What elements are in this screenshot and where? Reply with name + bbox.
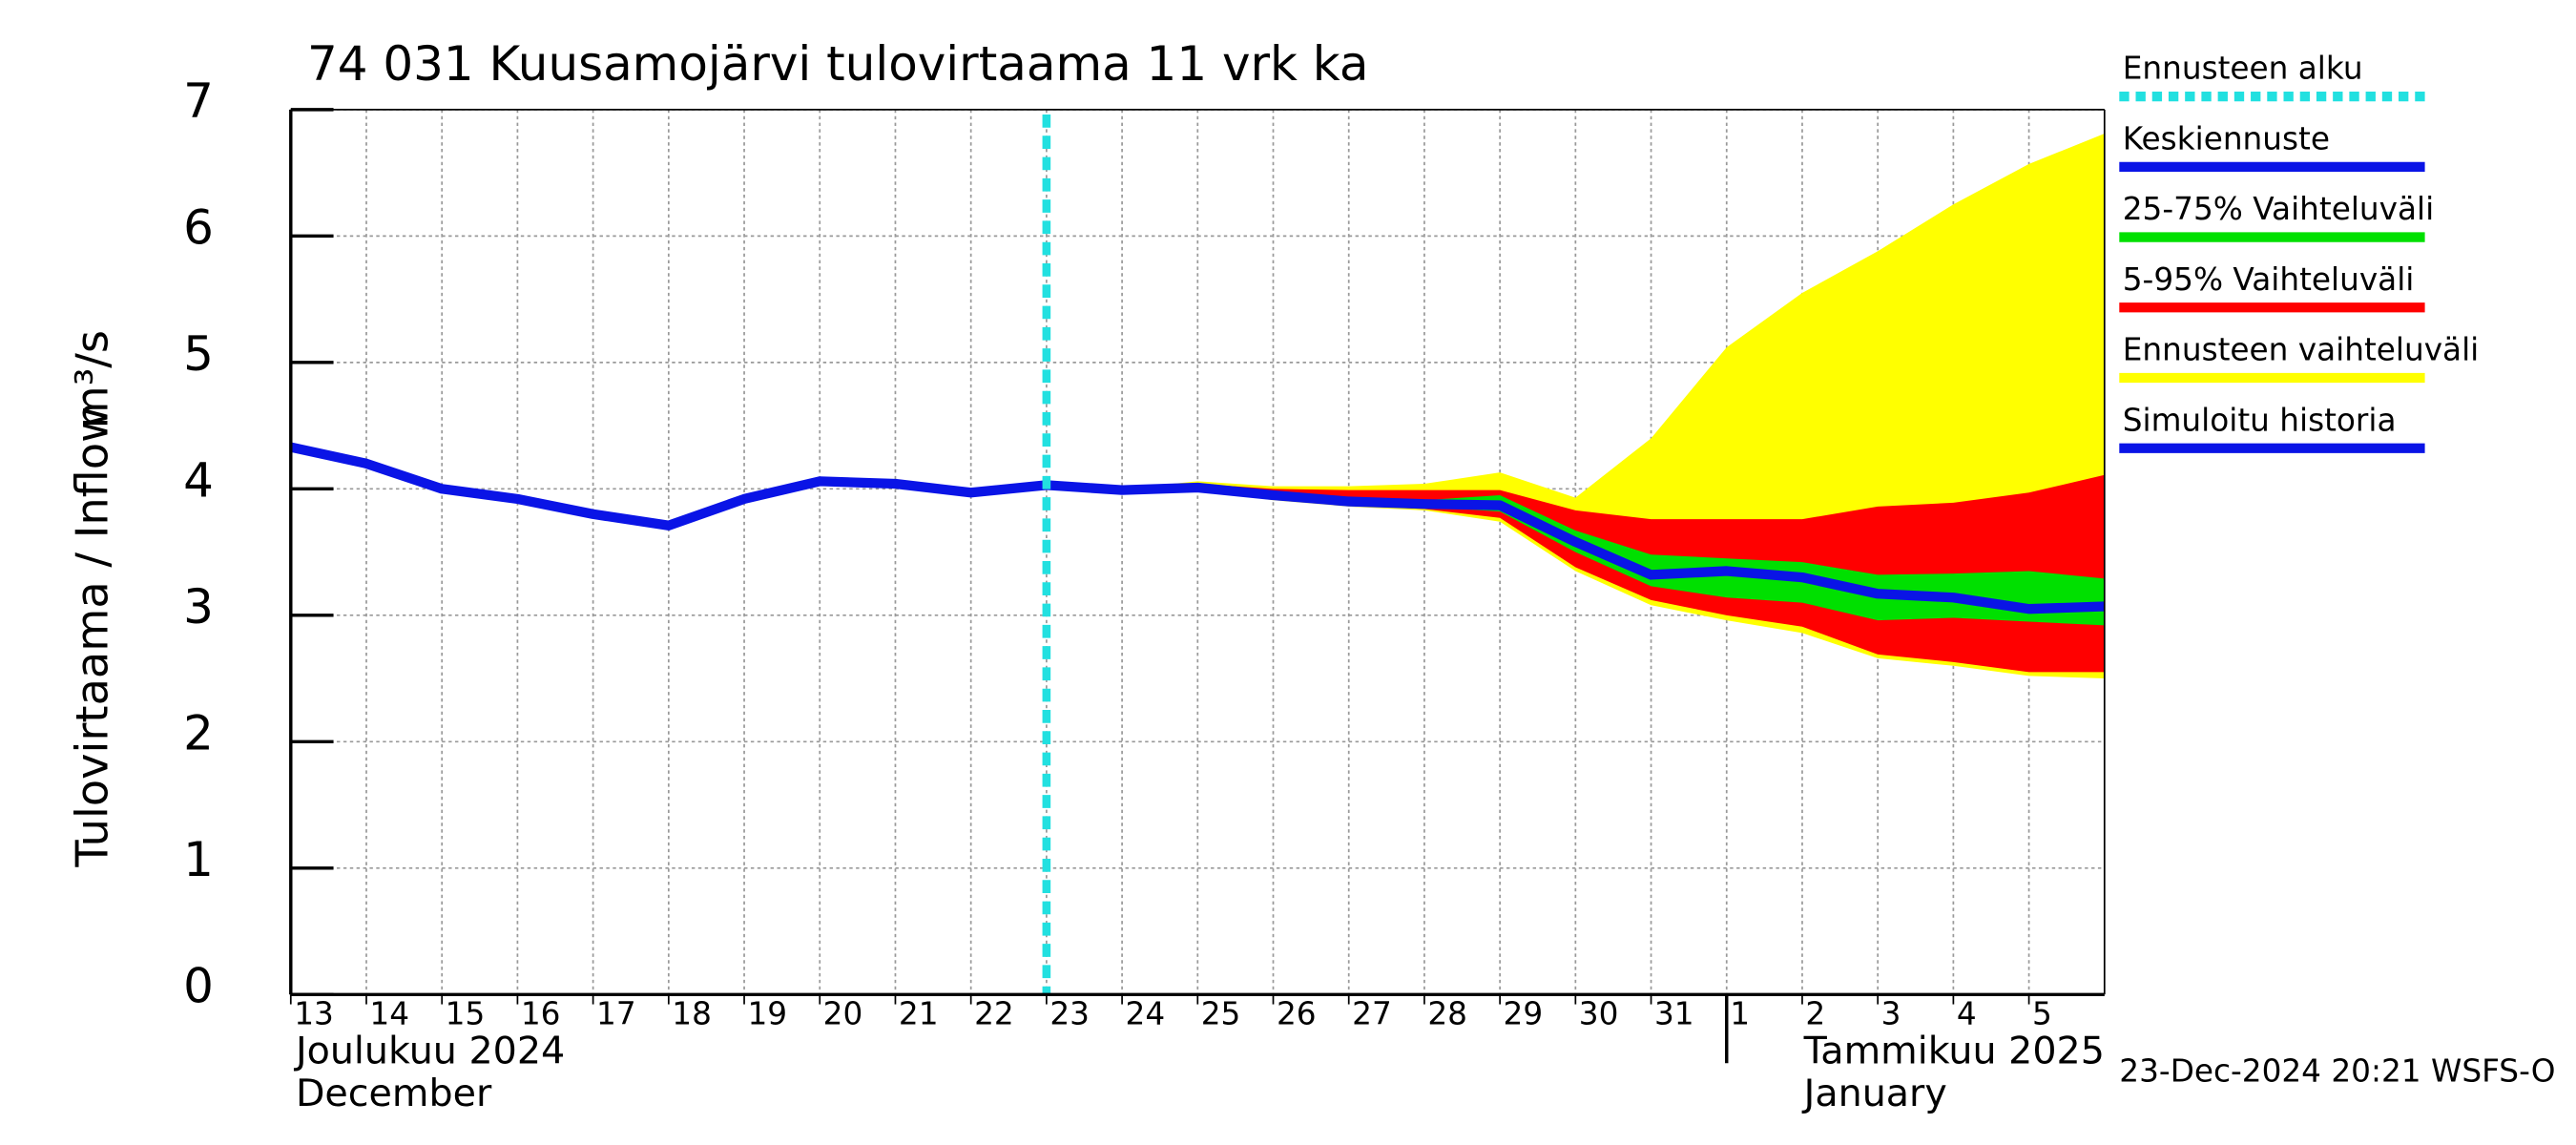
y-tick-label: 7	[183, 73, 214, 129]
x-tick-label: 1	[1730, 996, 1750, 1032]
y-tick-label: 3	[183, 579, 214, 635]
y-tick-label: 6	[183, 200, 214, 256]
x-tick-label: 14	[369, 996, 409, 1032]
x-tick-label: 26	[1277, 996, 1317, 1032]
legend-label: Simuloitu historia	[2123, 402, 2397, 438]
legend-label: 5-95% Vaihteluväli	[2123, 261, 2415, 298]
month-label: December	[296, 1072, 492, 1115]
x-tick-label: 30	[1579, 996, 1619, 1032]
month-label: Joulukuu 2024	[293, 1030, 565, 1073]
y-axis-unit: m³/s	[66, 330, 117, 428]
x-tick-label: 25	[1201, 996, 1241, 1032]
x-tick-label: 23	[1049, 996, 1090, 1032]
x-tick-label: 29	[1504, 996, 1544, 1032]
line	[1046, 480, 2105, 614]
legend-label: Ennusteen vaihteluväli	[2123, 332, 2480, 368]
x-tick-label: 5	[2032, 996, 2052, 1032]
month-label: Tammikuu 2025	[1803, 1030, 2105, 1073]
x-tick-label: 13	[294, 996, 334, 1032]
x-tick-label: 21	[899, 996, 939, 1032]
legend-label: Keskiennuste	[2123, 120, 2330, 156]
x-tick-label: 16	[521, 996, 561, 1032]
x-tick-label: 24	[1126, 996, 1166, 1032]
x-tick-label: 28	[1427, 996, 1467, 1032]
x-tick-label: 31	[1654, 996, 1694, 1032]
band	[1046, 474, 2105, 673]
y-axis-label: Tulovirtaama / Inflow	[66, 406, 117, 868]
x-tick-label: 18	[672, 996, 712, 1032]
x-tick-label: 20	[823, 996, 863, 1032]
x-tick-label: 15	[446, 996, 486, 1032]
legend-label: 25-75% Vaihteluväli	[2123, 191, 2434, 227]
line	[289, 442, 1048, 531]
x-tick-label: 4	[1957, 996, 1977, 1032]
y-tick-label: 5	[183, 326, 214, 382]
y-tick-label: 2	[183, 706, 214, 761]
x-tick-label: 2	[1805, 996, 1825, 1032]
y-tick-label: 1	[183, 832, 214, 887]
x-tick-label: 27	[1352, 996, 1392, 1032]
x-tick-label: 22	[974, 996, 1014, 1032]
month-label: January	[1801, 1072, 1947, 1115]
x-tick-label: 19	[747, 996, 787, 1032]
footer: 23-Dec-2024 20:21 WSFS-O	[2119, 1053, 2555, 1090]
x-tick-label: 17	[596, 996, 636, 1032]
chart-title: 74 031 Kuusamojärvi tulovirtaama 11 vrk …	[307, 36, 1368, 92]
y-tick-label: 0	[183, 959, 214, 1014]
x-tick-label: 3	[1881, 996, 1901, 1032]
y-tick-label: 4	[183, 453, 214, 509]
legend-label: Ennusteen alku	[2123, 51, 2363, 87]
